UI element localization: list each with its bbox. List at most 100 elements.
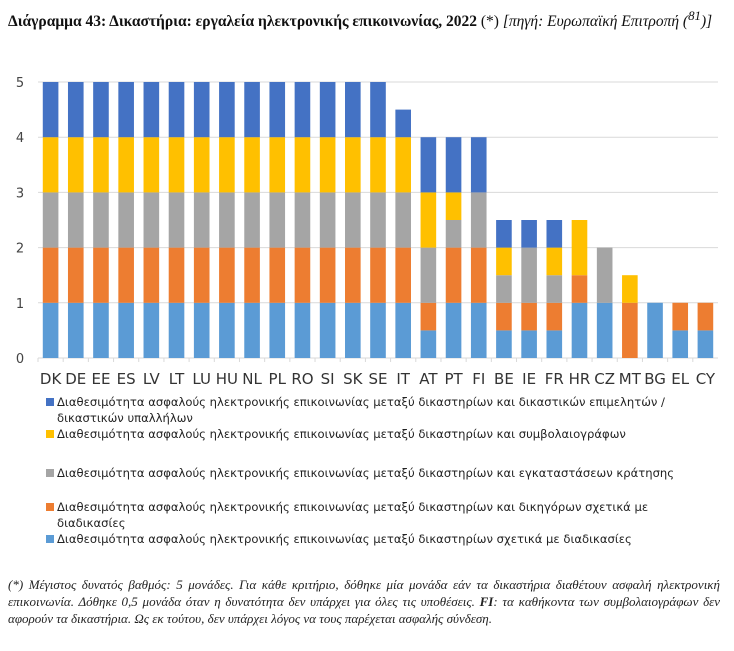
x-tick-label: BE <box>494 370 514 388</box>
legend-item-notaries: Διαθεσιμότητα ασφαλούς ηλεκτρονικής επικ… <box>46 426 716 465</box>
y-tick-label: 1 <box>16 297 24 312</box>
bar-segment-LU-s3 <box>193 137 210 193</box>
bar-segment-CY-s1 <box>697 302 714 331</box>
bar-segment-HU-s2 <box>219 192 235 248</box>
bar-segment-EE-s0 <box>93 302 109 358</box>
bar-segment-ES-s2 <box>118 192 134 248</box>
bar-segment-RO-s2 <box>294 192 311 248</box>
chart-title: Διάγραμμα 43: Δικαστήρια: εργαλεία ηλεκτ… <box>8 6 730 32</box>
x-tick-label: HU <box>216 370 238 388</box>
bar-segment-LU-s1 <box>193 247 210 303</box>
bar-segment-PL-s2 <box>269 192 286 248</box>
bar-segment-RO-s3 <box>294 137 311 193</box>
bar-segment-EE-s4 <box>93 82 109 138</box>
x-tick-label: ES <box>117 370 136 388</box>
x-tick-label: EL <box>671 370 689 388</box>
x-tick-label: IT <box>396 370 410 388</box>
bar-segment-SE-s4 <box>370 82 386 138</box>
bar-segment-PT-s1 <box>445 247 462 303</box>
bar-segment-DK-s3 <box>42 137 59 193</box>
bar-segment-FR-s0 <box>546 330 563 358</box>
bar-segment-EE-s3 <box>93 137 109 193</box>
bar-segment-DK-s2 <box>42 192 59 248</box>
bar-segment-DK-s4 <box>42 82 59 138</box>
bar-segment-IE-s0 <box>521 330 537 358</box>
bar-segment-LU-s4 <box>193 82 210 138</box>
bar-segment-LU-s0 <box>193 302 210 358</box>
bar-segment-AT-s1 <box>420 302 437 331</box>
bar-segment-LT-s3 <box>168 137 185 193</box>
x-tick-label: SE <box>369 370 388 388</box>
legend-swatch <box>46 398 54 406</box>
x-tick-label: NL <box>242 370 262 388</box>
bar-segment-IT-s0 <box>395 302 411 358</box>
bar-segment-HU-s4 <box>219 82 235 138</box>
bar-segment-HR-s1 <box>571 275 588 303</box>
bar-segment-DE-s2 <box>67 192 84 248</box>
x-tick-label: LV <box>143 370 161 388</box>
bar-segment-DK-s1 <box>42 247 59 303</box>
x-tick-label: LU <box>192 370 211 388</box>
bar-segment-FR-s3 <box>546 247 563 276</box>
bar-segment-IT-s4 <box>395 109 411 138</box>
bar-segment-PT-s4 <box>445 137 462 193</box>
bar-segment-EL-s0 <box>672 330 689 358</box>
bar-segment-SK-s1 <box>345 247 361 303</box>
bar-segment-HR-s3 <box>571 220 588 276</box>
bar-segment-EE-s2 <box>93 192 109 248</box>
bar-segment-MT-s1 <box>622 302 638 358</box>
x-tick-label: RO <box>291 370 313 388</box>
bar-segment-CZ-s2 <box>596 247 613 303</box>
x-tick-label: MT <box>619 370 642 388</box>
bar-segment-HU-s1 <box>219 247 235 303</box>
legend-item-detention: Διαθεσιμότητα ασφαλούς ηλεκτρονικής επικ… <box>46 465 716 499</box>
bar-segment-ES-s1 <box>118 247 134 303</box>
x-tick-label: CY <box>696 370 716 388</box>
title-marker: (*) <box>476 13 503 31</box>
bar-segment-IT-s3 <box>395 137 411 193</box>
bar-segment-EL-s1 <box>672 302 689 331</box>
bar-segment-PL-s4 <box>269 82 286 138</box>
y-tick-label: 0 <box>16 352 24 367</box>
bar-segment-IE-s2 <box>521 247 537 303</box>
x-tick-label: HR <box>569 370 591 388</box>
y-tick-label: 3 <box>16 186 24 201</box>
x-tick-label: DK <box>40 370 63 388</box>
bar-segment-SI-s1 <box>319 247 336 303</box>
bar-segment-SE-s0 <box>370 302 386 358</box>
bar-segment-PT-s0 <box>445 302 462 358</box>
bar-segment-IE-s4 <box>521 220 537 248</box>
bar-segment-ES-s3 <box>118 137 134 193</box>
x-tick-label: LT <box>169 370 185 388</box>
bar-segment-DK-s0 <box>42 302 59 358</box>
bar-segment-BG-s0 <box>647 302 663 358</box>
bar-segment-PT-s2 <box>445 220 462 248</box>
bar-segment-SK-s4 <box>345 82 361 138</box>
bar-segment-NL-s2 <box>244 192 260 248</box>
bar-segment-IT-s1 <box>395 247 411 303</box>
bar-segment-LV-s1 <box>143 247 160 303</box>
bar-segment-BE-s2 <box>496 275 512 303</box>
x-tick-label: PL <box>269 370 287 388</box>
bar-segment-IE-s1 <box>521 302 537 331</box>
legend-swatch <box>46 535 54 543</box>
x-tick-label: DE <box>65 370 86 388</box>
bar-segment-RO-s0 <box>294 302 311 358</box>
x-tick-label: SI <box>321 370 335 388</box>
bar-segment-ES-s4 <box>118 82 134 138</box>
legend-swatch <box>46 430 54 438</box>
bar-segment-FI-s4 <box>470 137 487 193</box>
bar-segment-LV-s3 <box>143 137 160 193</box>
bar-segment-PL-s0 <box>269 302 286 358</box>
bar-segment-CZ-s0 <box>596 302 613 358</box>
legend-swatch <box>46 503 54 511</box>
legend-item-proceedings: Διαθεσιμότητα ασφαλούς ηλεκτρονικής επικ… <box>46 531 716 547</box>
stacked-bar-chart: 0 1 2 3 4 5 DK DE EE ES LV LT LU HU NL PL RO SI SK SE IT AT PT… <box>16 76 718 388</box>
bar-segment-HU-s0 <box>219 302 235 358</box>
bar-segment-NL-s4 <box>244 82 260 138</box>
x-tick-label: FI <box>472 370 485 388</box>
bar-segment-BE-s3 <box>496 247 512 276</box>
bar-segment-DE-s4 <box>67 82 84 138</box>
x-tick-label: CZ <box>594 370 615 388</box>
bar-segment-DE-s1 <box>67 247 84 303</box>
